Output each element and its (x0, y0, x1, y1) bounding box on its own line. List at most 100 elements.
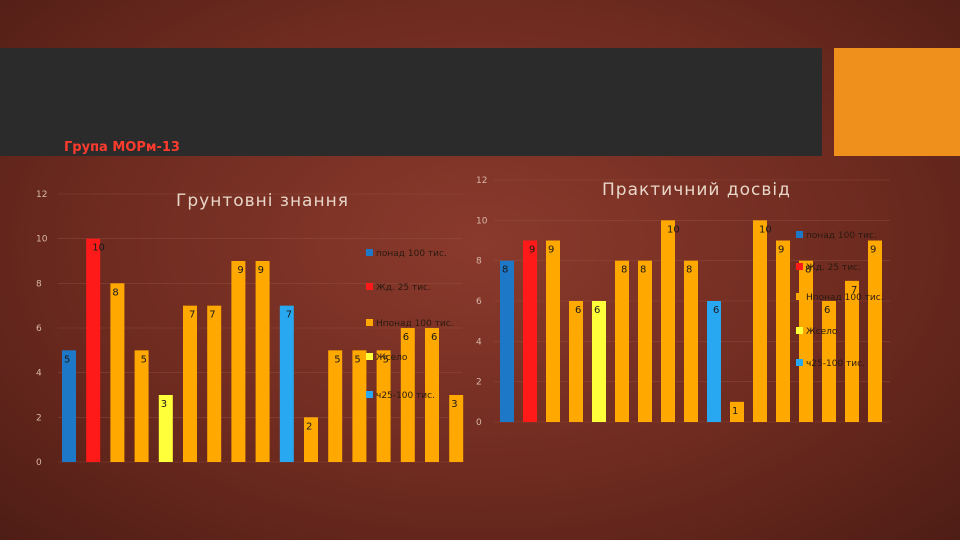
data-label: 6 (594, 305, 600, 316)
data-label: 5 (334, 354, 340, 365)
y-tick-label: 12 (476, 176, 487, 186)
bar (822, 301, 836, 422)
bar (158, 395, 173, 462)
bar (684, 260, 698, 422)
legend-label: Нпонад 100 тис. (376, 319, 454, 329)
data-label: 8 (502, 265, 508, 276)
legend-swatch (366, 353, 373, 360)
data-label: 6 (575, 305, 581, 316)
y-tick-label: 8 (476, 257, 482, 267)
y-tick-label: 10 (36, 235, 48, 245)
bar (62, 350, 76, 462)
y-tick-label: 0 (476, 418, 482, 428)
data-label: 7 (286, 310, 292, 321)
y-tick-label: 0 (36, 458, 42, 468)
data-label: 2 (306, 421, 312, 432)
legend-swatch (796, 231, 803, 238)
bar (776, 240, 790, 422)
bar (730, 401, 744, 422)
legend-swatch (366, 391, 373, 398)
bar (523, 240, 537, 422)
data-label: 6 (403, 332, 409, 343)
data-label: 5 (64, 354, 70, 365)
data-label: 3 (161, 399, 167, 410)
y-tick-label: 6 (476, 297, 482, 307)
data-label: 6 (431, 332, 437, 343)
legend-swatch (796, 359, 803, 366)
bar (183, 305, 197, 462)
legend-label: понад 100 тис. (806, 231, 877, 241)
legend-swatch (796, 293, 803, 300)
group-label: Група МОРм-13 (64, 140, 180, 155)
legend-label: ч25-100 тис. (806, 359, 865, 369)
y-tick-label: 4 (476, 337, 482, 347)
bar (425, 328, 439, 462)
accent-square (834, 48, 960, 156)
y-tick-label: 8 (36, 279, 42, 289)
data-label: 6 (824, 305, 830, 316)
bar (615, 260, 629, 422)
chart-title: Практичний досвід (602, 180, 791, 200)
data-label: 9 (258, 265, 264, 276)
bar (546, 240, 560, 422)
bar (592, 301, 606, 422)
bar (661, 220, 675, 422)
data-label: 7 (851, 285, 857, 296)
legend-swatch (366, 319, 373, 326)
bar (400, 328, 415, 462)
data-label: 5 (141, 354, 147, 365)
data-label: 10 (92, 243, 105, 254)
bar (845, 280, 859, 422)
legend-swatch (366, 283, 373, 290)
data-label: 1 (732, 406, 738, 417)
legend-label: Жд. 25 тис. (806, 263, 861, 273)
data-label: 9 (529, 245, 535, 256)
legend-swatch (796, 263, 803, 270)
data-label: 8 (112, 287, 118, 298)
legend-label: понад 100 тис. (376, 249, 447, 259)
data-label: 7 (209, 310, 215, 321)
data-label: 5 (383, 354, 389, 365)
data-label: 8 (805, 265, 811, 276)
bar (500, 260, 514, 422)
bar (352, 350, 367, 462)
bar (707, 301, 721, 422)
data-label: 10 (759, 224, 772, 235)
bar (328, 350, 343, 462)
y-tick-label: 2 (36, 413, 42, 423)
data-label: 8 (640, 265, 646, 276)
y-tick-label: 10 (476, 216, 488, 226)
data-label: 7 (189, 310, 195, 321)
data-label: 8 (686, 265, 692, 276)
header-bar (0, 48, 822, 156)
bar (279, 305, 294, 462)
bar (134, 350, 149, 462)
bar (449, 395, 464, 462)
data-label: 5 (354, 354, 360, 365)
y-tick-label: 2 (476, 378, 482, 388)
legend-label: ч25-100 тис. (376, 391, 435, 401)
data-label: 9 (548, 245, 554, 256)
y-tick-label: 6 (36, 324, 42, 334)
bar (638, 260, 652, 422)
bar (231, 261, 246, 462)
legend-label: Жд. 25 тис. (376, 283, 431, 293)
legend-label: Нпонад 100 тис. (806, 293, 884, 303)
bar (255, 261, 270, 462)
data-label: 8 (621, 265, 627, 276)
bar (569, 301, 583, 422)
bar (376, 350, 391, 462)
bar (207, 305, 222, 462)
legend-swatch (796, 327, 803, 334)
bar (868, 240, 882, 422)
y-tick-label: 4 (36, 369, 42, 379)
legend-label: Жсело (376, 353, 408, 363)
y-tick-label: 12 (36, 190, 47, 200)
data-label: 10 (667, 224, 680, 235)
bar (304, 417, 318, 462)
data-label: 9 (778, 245, 784, 256)
bar (110, 283, 125, 462)
bar (86, 238, 101, 462)
